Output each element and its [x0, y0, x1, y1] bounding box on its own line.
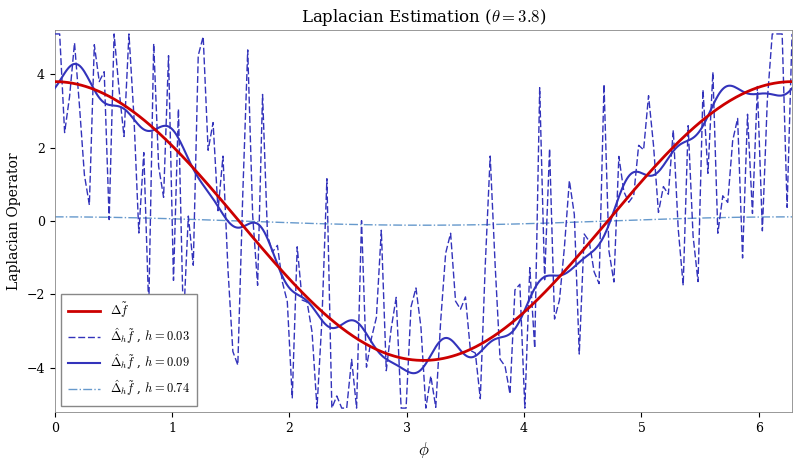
$\Delta \tilde{f}$ — [404, 357, 414, 362]
$\hat{\Delta}_h \tilde{f}$ , $h = 0.74$ — [771, 214, 781, 219]
$\hat{\Delta}_h \tilde{f}$ , $h = 0.03$ — [292, 244, 302, 250]
$\hat{\Delta}_h \tilde{f}$ , $h = 0.09$ — [402, 368, 411, 374]
$\hat{\Delta}_h \tilde{f}$ , $h = 0.03$ — [312, 405, 322, 411]
$\hat{\Delta}_h \tilde{f}$ , $h = 0.74$ — [404, 222, 414, 228]
$\Delta \tilde{f}$ — [451, 353, 460, 358]
$\hat{\Delta}_h \tilde{f}$ , $h = 0.74$ — [400, 222, 410, 228]
$\hat{\Delta}_h \tilde{f}$ , $h = 0.74$ — [451, 222, 460, 228]
$\hat{\Delta}_h \tilde{f}$ , $h = 0.09$ — [658, 164, 667, 170]
$\hat{\Delta}_h \tilde{f}$ , $h = 0.09$ — [70, 61, 80, 67]
X-axis label: $\phi$: $\phi$ — [418, 440, 429, 460]
Title: Laplacian Estimation ($\theta = 3.8$): Laplacian Estimation ($\theta = 3.8$) — [300, 7, 546, 28]
$\Delta \tilde{f}$ — [771, 80, 781, 86]
Line: $\hat{\Delta}_h \tilde{f}$ , $h = 0.03$: $\hat{\Delta}_h \tilde{f}$ , $h = 0.03$ — [54, 34, 792, 408]
$\hat{\Delta}_h \tilde{f}$ , $h = 0.03$ — [441, 250, 451, 256]
$\hat{\Delta}_h \tilde{f}$ , $h = 0.03$ — [663, 191, 673, 197]
Line: $\hat{\Delta}_h \tilde{f}$ , $h = 0.74$: $\hat{\Delta}_h \tilde{f}$ , $h = 0.74$ — [54, 217, 792, 225]
$\hat{\Delta}_h \tilde{f}$ , $h = 0.03$ — [50, 31, 59, 37]
$\Delta \tilde{f}$ — [418, 358, 427, 363]
$\hat{\Delta}_h \tilde{f}$ , $h = 0.09$ — [406, 370, 415, 375]
$\hat{\Delta}_h \tilde{f}$ , $h = 0.03$ — [565, 178, 574, 184]
$\Delta \tilde{f}$ — [50, 79, 59, 85]
$\hat{\Delta}_h \tilde{f}$ , $h = 0.03$ — [787, 31, 797, 37]
$\hat{\Delta}_h \tilde{f}$ , $h = 0.09$ — [409, 370, 419, 376]
$\hat{\Delta}_h \tilde{f}$ , $h = 0.09$ — [773, 92, 782, 98]
Line: $\hat{\Delta}_h \tilde{f}$ , $h = 0.09$: $\hat{\Delta}_h \tilde{f}$ , $h = 0.09$ — [54, 64, 792, 373]
$\Delta \tilde{f}$ — [787, 79, 797, 85]
Line: $\Delta \tilde{f}$: $\Delta \tilde{f}$ — [54, 82, 792, 361]
$\hat{\Delta}_h \tilde{f}$ , $h = 0.09$ — [50, 85, 59, 91]
$\hat{\Delta}_h \tilde{f}$ , $h = 0.74$ — [491, 222, 500, 227]
$\hat{\Delta}_h \tilde{f}$ , $h = 0.03$ — [347, 357, 356, 362]
$\hat{\Delta}_h \tilde{f}$ , $h = 0.09$ — [787, 85, 797, 91]
$\Delta \tilde{f}$ — [400, 356, 410, 361]
$\hat{\Delta}_h \tilde{f}$ , $h = 0.09$ — [491, 336, 501, 341]
$\Delta \tilde{f}$ — [491, 333, 500, 338]
Legend: $\Delta \tilde{f}$, $\hat{\Delta}_h \tilde{f}$ , $h = 0.03$, $\hat{\Delta}_h \ti: $\Delta \tilde{f}$, $\hat{\Delta}_h \til… — [61, 294, 197, 405]
$\hat{\Delta}_h \tilde{f}$ , $h = 0.74$ — [787, 214, 797, 219]
$\Delta \tilde{f}$ — [656, 157, 666, 163]
$\hat{\Delta}_h \tilde{f}$ , $h = 0.74$ — [50, 214, 59, 219]
$\hat{\Delta}_h \tilde{f}$ , $h = 0.74$ — [418, 222, 427, 228]
$\hat{\Delta}_h \tilde{f}$ , $h = 0.74$ — [656, 216, 666, 222]
$\hat{\Delta}_h \tilde{f}$ , $h = 0.03$ — [471, 350, 480, 356]
$\hat{\Delta}_h \tilde{f}$ , $h = 0.09$ — [452, 343, 462, 348]
Y-axis label: Laplacian Operator: Laplacian Operator — [7, 152, 21, 290]
